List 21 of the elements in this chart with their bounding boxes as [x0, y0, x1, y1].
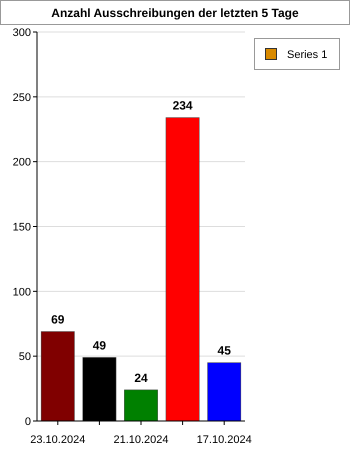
bar	[40, 331, 75, 422]
bar	[207, 362, 242, 422]
chart-title: Anzahl Ausschreibungen der letzten 5 Tage	[51, 6, 300, 20]
x-tick-label: 21.10.2024	[113, 434, 169, 446]
x-tick-label: 17.10.2024	[196, 434, 252, 446]
data-label: 69	[51, 312, 65, 327]
data-label: 234	[172, 98, 193, 113]
bar	[124, 390, 158, 422]
y-tick-label: 100	[12, 286, 31, 298]
y-tick-label: 150	[12, 222, 31, 234]
y-tick-label: 50	[18, 351, 31, 364]
bar	[166, 117, 200, 422]
y-tick-label: 200	[12, 156, 31, 169]
y-tick-label: 0	[24, 416, 31, 428]
data-label: 49	[92, 338, 106, 352]
x-tick-label: 23.10.2024	[30, 434, 86, 446]
data-label: 45	[218, 344, 232, 358]
text: Series 1	[287, 49, 328, 61]
data-label: 24	[134, 370, 148, 385]
y-tick-label: 250	[12, 92, 31, 104]
y-tick-label: 300	[12, 27, 31, 39]
